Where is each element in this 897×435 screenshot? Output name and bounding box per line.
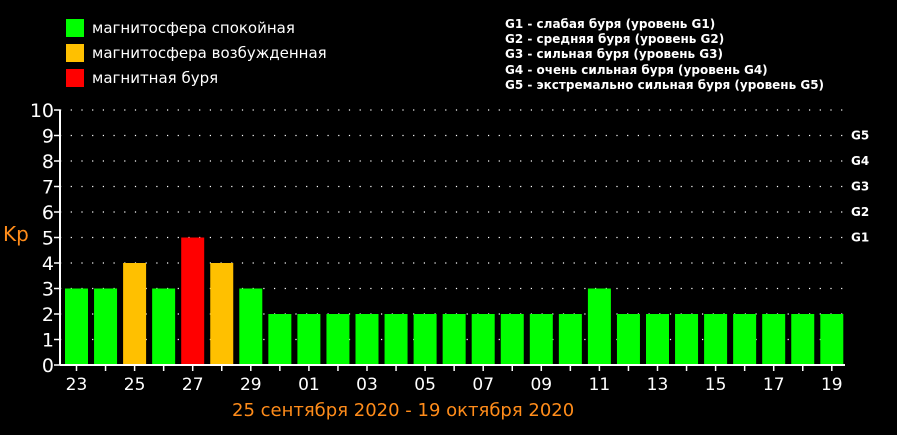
bar-30 — [268, 314, 292, 365]
x-tick-label: 07 — [472, 375, 494, 395]
bar-11 — [587, 288, 611, 365]
y-tick-label: 5 — [42, 228, 54, 250]
legend-label-excited: магнитосфера возбужденная — [92, 44, 327, 62]
bar-23 — [65, 288, 88, 365]
bar-29 — [239, 288, 263, 365]
x-tick-label: 11 — [589, 375, 611, 395]
date-range-label: 25 сентября 2020 - 19 октября 2020 — [232, 400, 575, 421]
x-tick-label: 13 — [647, 375, 669, 395]
y-tick-label: 0 — [42, 355, 54, 377]
legend-label-storm: магнитная буря — [92, 69, 219, 87]
y-tick-label: 1 — [42, 330, 54, 352]
y-tick-label: 9 — [42, 126, 54, 148]
legend-label-quiet: магнитосфера спокойная — [92, 19, 295, 37]
storm-level-g4-text: G4 - очень сильная буря (уровень G4) — [505, 62, 768, 77]
bar-19 — [820, 314, 844, 365]
g-level-label: G2 — [851, 205, 869, 219]
bar-04 — [384, 314, 408, 365]
x-tick-label: 09 — [530, 375, 552, 395]
bar-16 — [733, 314, 757, 365]
x-tick-label: 15 — [705, 375, 727, 395]
y-tick-label: 7 — [42, 177, 54, 199]
g-level-label: G5 — [851, 129, 869, 143]
bar-17 — [762, 314, 786, 365]
bar-14 — [675, 314, 699, 365]
x-tick-label: 27 — [182, 375, 204, 395]
bar-13 — [646, 314, 669, 365]
g-level-label: G3 — [851, 180, 869, 194]
x-tick-label: 05 — [414, 375, 436, 395]
x-tick-label: 23 — [66, 375, 88, 395]
storm-level-g1-text: G1 - слабая буря (уровень G1) — [505, 17, 716, 31]
bar-12 — [616, 314, 640, 365]
y-tick-label: 8 — [42, 151, 54, 173]
x-tick-label: 03 — [356, 375, 378, 395]
legend-swatch-quiet — [66, 19, 84, 37]
bar-10 — [558, 314, 582, 365]
y-tick-label: 6 — [42, 202, 54, 224]
legend-swatch-storm — [66, 69, 84, 87]
storm-level-g2-text: G2 - средняя буря (уровень G2) — [505, 32, 725, 47]
x-tick-label: 01 — [298, 375, 320, 395]
x-tick-label: 29 — [240, 375, 262, 395]
bar-28 — [210, 263, 234, 365]
legend-item-quiet: магнитосфера спокойная — [66, 19, 295, 37]
storm-level-legend: G1 - слабая буря (уровень G1) G2 - средн… — [505, 17, 824, 93]
bar-15 — [704, 314, 728, 365]
y-tick-label: 4 — [42, 253, 54, 275]
bar-05 — [413, 314, 437, 365]
y-tick-label: 10 — [30, 100, 54, 122]
bar-08 — [500, 314, 524, 365]
g-level-label: G4 — [851, 154, 869, 168]
legend-item-excited: магнитосфера возбужденная — [66, 44, 327, 62]
y-axis-label: Kp — [3, 222, 29, 246]
legend-item-storm: магнитная буря — [66, 69, 218, 87]
bar-09 — [529, 314, 553, 365]
storm-level-g3-text: G3 - сильная буря (уровень G3) — [505, 47, 723, 62]
bar-27 — [181, 237, 205, 365]
x-tick-label: 19 — [821, 375, 843, 395]
y-tick-label: 3 — [42, 279, 54, 301]
bar-26 — [152, 288, 176, 365]
x-tick-label: 25 — [124, 375, 146, 395]
g-level-label: G1 — [851, 231, 869, 245]
bar-03 — [355, 314, 379, 365]
x-tick-label: 17 — [763, 375, 785, 395]
bar-01 — [297, 314, 321, 365]
legend-swatch-excited — [66, 44, 84, 62]
bar-06 — [442, 314, 466, 365]
storm-level-g5-text: G5 - экстремально сильная буря (уровень … — [505, 77, 825, 92]
bar-07 — [471, 314, 495, 365]
bar-18 — [791, 314, 815, 365]
bar-02 — [326, 314, 350, 365]
y-tick-label: 2 — [42, 304, 54, 326]
bar-25 — [123, 263, 147, 365]
bar-24 — [94, 288, 118, 365]
